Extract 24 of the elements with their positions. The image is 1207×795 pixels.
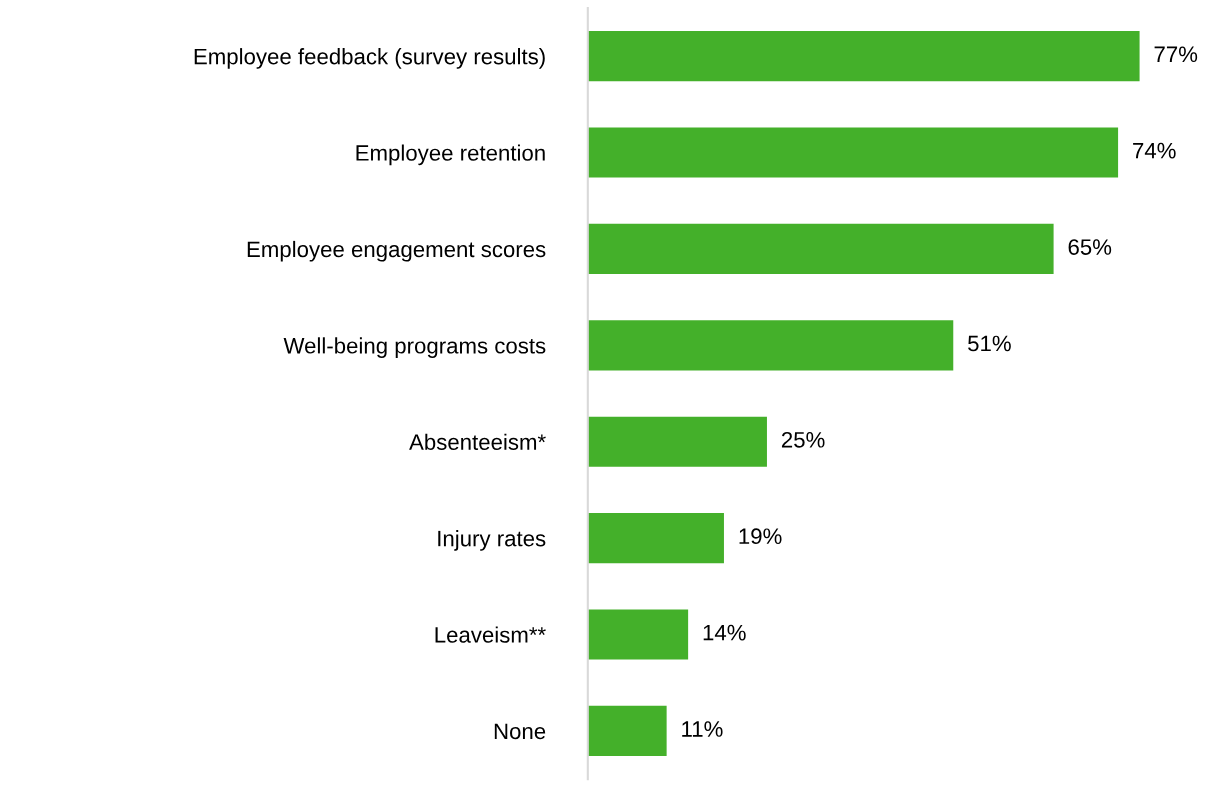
y-tick-label: Employee engagement scores (247, 240, 546, 262)
bar (587, 513, 724, 564)
data-label: 65% (1068, 239, 1112, 255)
bar (587, 416, 767, 467)
y-tick-label: Employee retention (356, 144, 545, 166)
bar (587, 705, 667, 756)
bar (587, 320, 954, 371)
y-tick-label: Absenteeism* (409, 433, 546, 450)
data-label: 19% (739, 528, 782, 545)
bar (587, 31, 1140, 82)
y-tick-label: Employee feedback (survey results) (194, 48, 545, 69)
data-label: 14% (703, 624, 746, 641)
bar (587, 127, 1119, 178)
y-tick-label: Leaveism** (435, 626, 546, 643)
data-label: 74% (1133, 142, 1176, 159)
data-label: 11% (682, 721, 723, 737)
y-tick-label: Injury rates (438, 530, 546, 551)
data-label: 51% (968, 335, 1011, 352)
y-tick-label: None (494, 723, 546, 740)
bar (587, 609, 689, 660)
data-label: 77% (1154, 46, 1198, 63)
data-label: 25% (781, 431, 825, 448)
bar (587, 223, 1054, 274)
y-tick-label: Well-being programs costs (283, 337, 546, 358)
